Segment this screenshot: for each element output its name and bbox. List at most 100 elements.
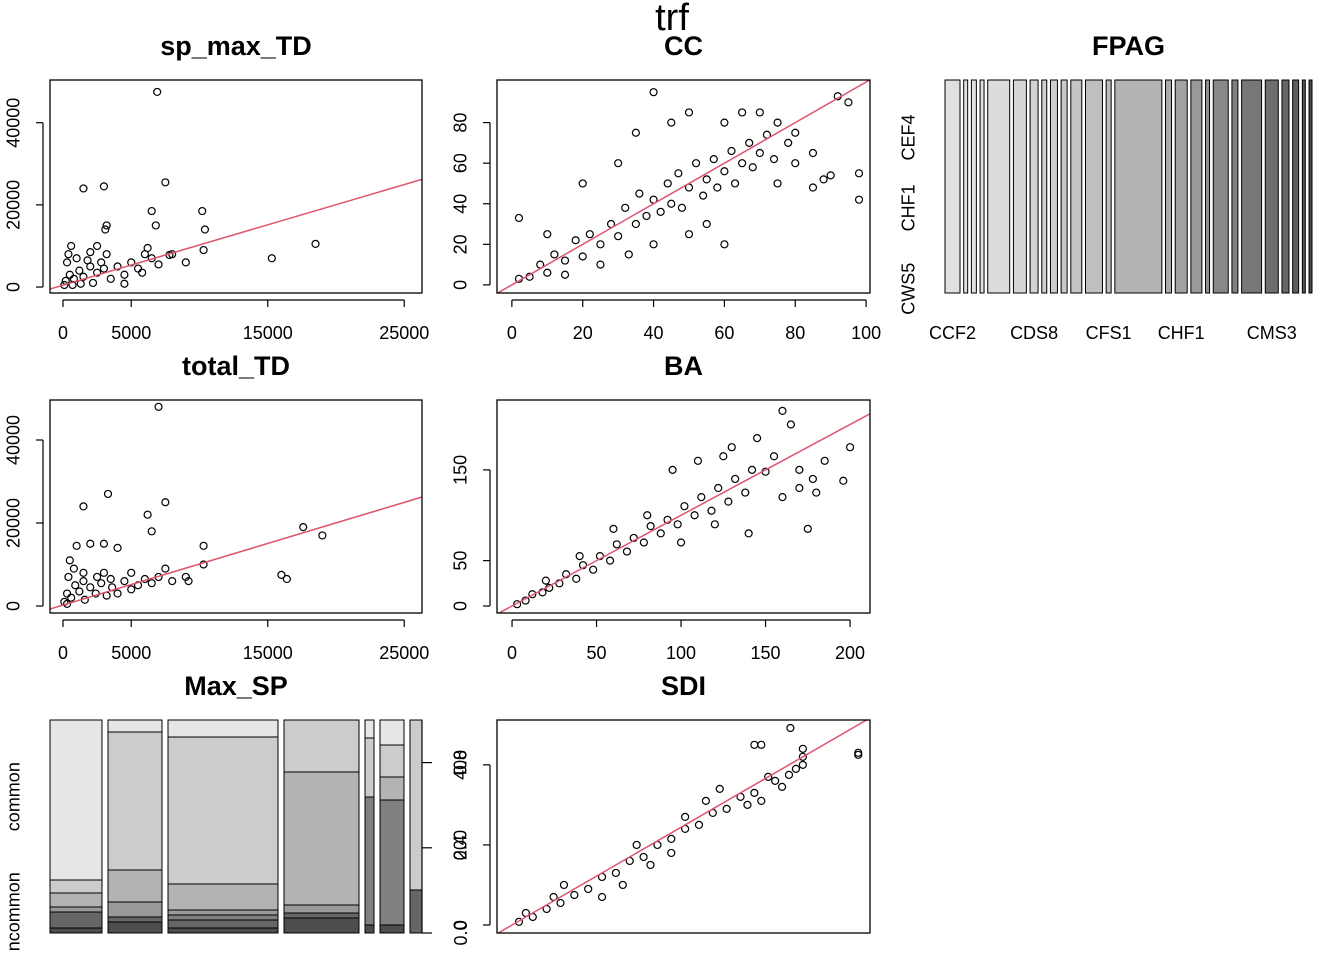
point (514, 213, 524, 223)
panel: 0 5000 15000 25000 0 20000 40000 (4, 79, 429, 343)
point (277, 570, 286, 579)
panel-title: FPAG (1092, 31, 1165, 61)
point (578, 179, 587, 188)
point (719, 452, 728, 461)
point (101, 225, 110, 234)
point (812, 488, 821, 497)
point (72, 541, 81, 550)
point (798, 760, 807, 769)
point (786, 723, 795, 733)
segment (167, 919, 279, 929)
point (92, 572, 102, 582)
point (143, 243, 152, 253)
point (724, 497, 733, 506)
bar (987, 79, 1011, 294)
segment (409, 889, 423, 934)
x-tick-label: 0 (58, 643, 68, 663)
panel: 0 5000 15000 25000 0 20000 40000 (4, 399, 429, 663)
point (88, 278, 98, 288)
bar (1114, 79, 1163, 294)
point (318, 531, 327, 540)
y-category-label: CEF4 (899, 115, 919, 161)
point (86, 248, 95, 257)
panel: CCF2 CDS8 CFS1 CHF1 CMS3 CWS5 CHF1 CEF4 (899, 79, 1313, 343)
panel-title: total_TD (182, 351, 290, 381)
point (60, 280, 69, 290)
bar (1041, 79, 1048, 294)
point (743, 800, 752, 809)
y-tick-label: 150 (451, 455, 471, 485)
bar (1070, 79, 1083, 294)
segment (49, 892, 103, 908)
bar (979, 79, 985, 294)
x-tick-label: CHF1 (1158, 323, 1205, 343)
point (541, 576, 550, 585)
point (744, 529, 753, 538)
point (791, 128, 800, 137)
segment (107, 921, 163, 934)
point (106, 274, 115, 283)
y-category-label: common (4, 762, 24, 831)
segment (107, 901, 163, 918)
point (528, 590, 537, 599)
point (83, 256, 92, 265)
segment (379, 799, 405, 926)
point (702, 175, 711, 184)
point (86, 583, 95, 592)
point (143, 510, 152, 519)
point (571, 236, 580, 245)
point (791, 159, 800, 168)
x-tick-label: CFS1 (1086, 323, 1132, 343)
point (639, 852, 648, 862)
point (784, 138, 793, 147)
point (151, 221, 160, 230)
y-tick-label: 20000 (4, 180, 24, 230)
segment (283, 917, 360, 934)
x-tick-label: 0 (507, 643, 517, 663)
segment (364, 796, 375, 926)
segment (49, 911, 103, 929)
segment (364, 924, 375, 934)
point (79, 272, 88, 281)
point (181, 258, 190, 267)
x-tick-label: CCF2 (929, 323, 976, 343)
point (622, 547, 632, 556)
point (62, 258, 72, 267)
segment (379, 744, 405, 778)
point (707, 506, 716, 515)
y2-tick-label: 0.4 (451, 835, 471, 860)
point (803, 524, 812, 533)
segment (283, 771, 360, 906)
point (92, 241, 102, 251)
x-tick-label: 200 (835, 643, 865, 663)
y-tick-label: 400 (451, 750, 471, 780)
point (750, 788, 759, 797)
point (808, 474, 817, 484)
bar (1301, 79, 1306, 294)
segment (167, 914, 279, 921)
y-tick-label: 40000 (4, 415, 24, 465)
x-tick-label: 40 (644, 323, 664, 343)
fit-line (50, 178, 422, 290)
point (731, 474, 740, 484)
x-tick-label: 150 (751, 643, 781, 663)
point (773, 179, 782, 188)
point (556, 898, 565, 908)
point (514, 917, 524, 926)
plot-box (49, 79, 423, 294)
bar (1060, 79, 1068, 294)
panel-title: BA (664, 351, 703, 381)
point (738, 108, 747, 117)
point (667, 848, 676, 858)
point (667, 199, 676, 208)
point (656, 207, 665, 216)
point (677, 203, 687, 212)
x-tick-label: 20 (573, 323, 593, 343)
segment (379, 776, 405, 801)
panel: 0 50 100 150 200 0 50 150 (451, 399, 871, 663)
point (753, 434, 762, 443)
point (614, 232, 623, 241)
x-tick-label: 50 (587, 643, 607, 663)
point (854, 750, 863, 759)
point (513, 600, 522, 609)
